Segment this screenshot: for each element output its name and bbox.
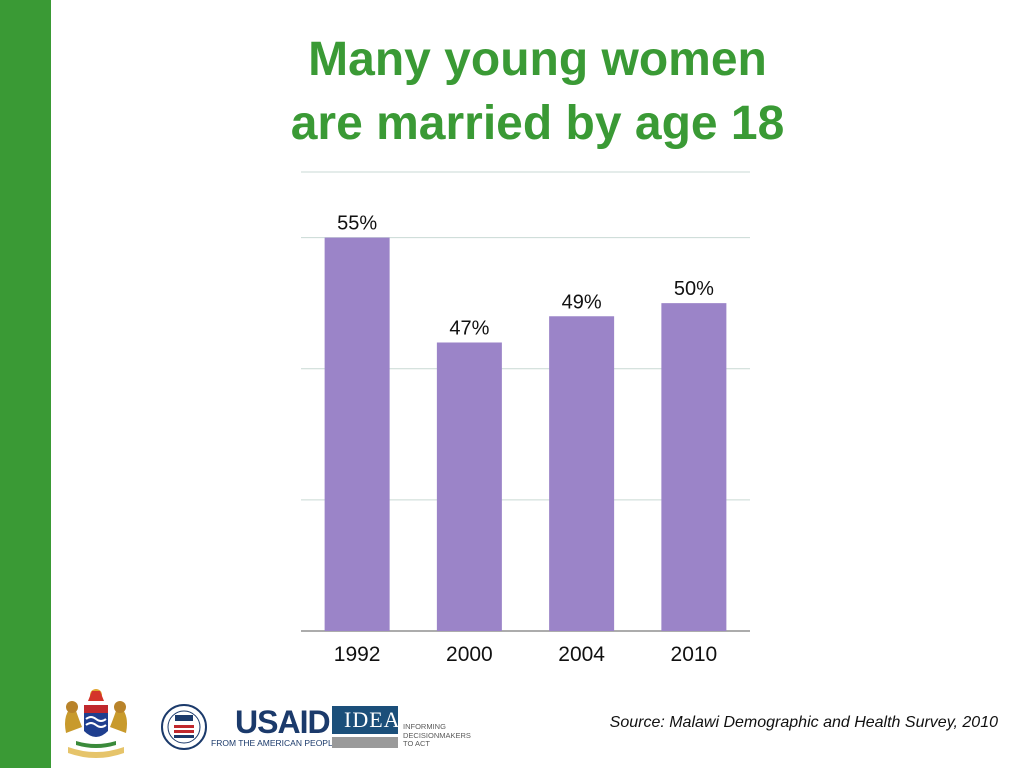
idea-tagline: INFORMING DECISIONMAKERS TO ACT [403,722,471,748]
x-tick-label-1992: 1992 [334,643,381,666]
bar-2000 [436,342,502,631]
title-line-1: Many young women [308,33,767,86]
idea-wordmark: IDEA [344,707,401,732]
data-label-2004: 49% [562,291,602,313]
source-citation: Source: Malawi Demographic and Health Su… [609,714,998,731]
data-label-2000: 47% [449,317,489,339]
bar-2004 [549,316,615,631]
idea-logo-icon [332,706,398,748]
bar-2010 [661,303,727,631]
slide-title: Many young women are married by age 18 [51,28,1024,156]
usaid-wordmark: USAID [235,704,331,740]
x-tick-label-2010: 2010 [671,643,718,666]
title-line-2: are married by age 18 [290,97,785,150]
data-label-1992: 55% [337,213,377,235]
malawi-coat-of-arms-icon [65,689,127,758]
data-label-2010: 50% [674,278,714,300]
x-tick-label-2004: 2004 [558,643,605,666]
green-side-bar [0,0,51,768]
usaid-seal-icon [161,704,207,750]
x-tick-label-2000: 2000 [446,643,493,666]
usaid-tagline: FROM THE AMERICAN PEOPLE [211,738,339,748]
bar-1992 [324,237,390,632]
